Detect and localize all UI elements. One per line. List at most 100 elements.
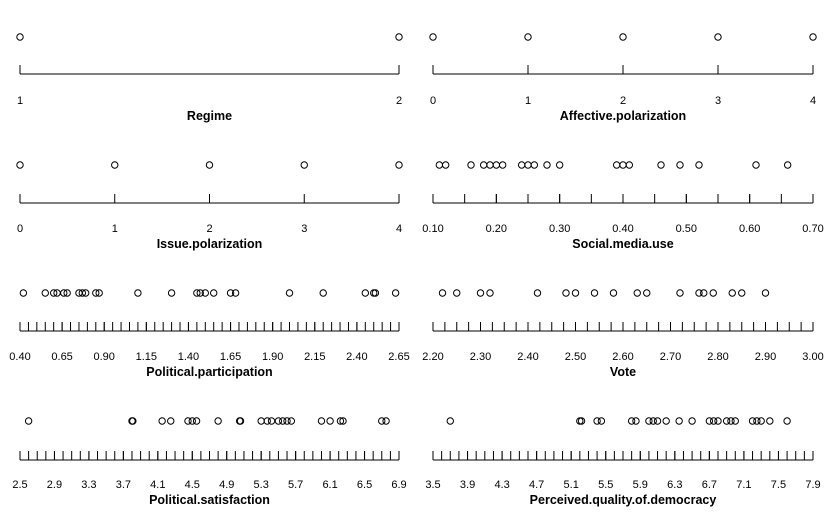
tick-label: 1 xyxy=(17,95,23,107)
tick-label: 2 xyxy=(620,95,626,107)
data-point xyxy=(783,417,791,425)
tick-label: 3.7 xyxy=(116,479,131,491)
tick-label: 2.65 xyxy=(388,351,409,363)
tick-label: 6.3 xyxy=(667,479,682,491)
tick-label: 0.30 xyxy=(549,223,570,235)
axis-title: Social.media.use xyxy=(572,237,673,251)
data-point xyxy=(731,417,739,425)
axis-title: Affective.polarization xyxy=(560,109,686,123)
data-point xyxy=(111,161,119,169)
data-point xyxy=(226,289,235,297)
data-point xyxy=(783,161,792,169)
data-point xyxy=(283,417,291,425)
data-point xyxy=(675,417,683,425)
data-point xyxy=(231,289,240,297)
tick-label: 1 xyxy=(112,223,118,235)
tick-label: 7.9 xyxy=(805,479,820,491)
axis-title: Issue.polarization xyxy=(157,237,263,251)
data-point xyxy=(714,417,722,425)
data-point xyxy=(95,289,103,297)
data-point xyxy=(134,289,142,297)
data-point xyxy=(757,417,765,425)
data-point xyxy=(319,289,327,297)
tick-label: 7.5 xyxy=(771,479,786,491)
tick-label: 0.70 xyxy=(802,223,823,235)
data-point xyxy=(728,289,736,297)
data-point xyxy=(158,417,166,425)
data-point xyxy=(643,289,651,297)
data-point xyxy=(653,417,662,425)
tick-label: 3.00 xyxy=(802,351,823,363)
tick-label: 3.5 xyxy=(425,479,440,491)
tick-label: 3 xyxy=(715,95,721,107)
data-point xyxy=(446,417,454,425)
data-point xyxy=(571,289,580,297)
data-point xyxy=(645,417,653,425)
data-point xyxy=(395,33,403,41)
tick-label: 0.40 xyxy=(612,223,633,235)
data-point xyxy=(19,289,28,297)
tick-label: 2 xyxy=(396,95,402,107)
tick-label: 4 xyxy=(396,223,402,235)
data-point xyxy=(391,289,400,297)
data-point xyxy=(263,417,271,425)
data-point xyxy=(633,289,641,297)
data-point xyxy=(695,289,703,297)
data-point xyxy=(300,161,308,169)
data-point xyxy=(285,289,294,297)
data-point xyxy=(662,417,670,425)
data-point xyxy=(438,289,447,297)
data-point xyxy=(709,289,717,297)
tick-label: 4.1 xyxy=(150,479,165,491)
axis-title: Political.participation xyxy=(146,365,272,379)
tick-label: 1.65 xyxy=(220,351,241,363)
data-point xyxy=(722,417,731,425)
data-point xyxy=(612,161,621,169)
axis-title: Political.satisfaction xyxy=(149,493,270,507)
tick-label: 6.7 xyxy=(702,479,717,491)
data-point xyxy=(336,417,345,425)
data-point xyxy=(267,417,276,425)
data-point xyxy=(676,289,684,297)
data-point xyxy=(748,417,757,425)
tick-label: 2.20 xyxy=(422,351,443,363)
data-point xyxy=(619,161,627,169)
data-point xyxy=(738,289,746,297)
data-point xyxy=(81,289,90,297)
tick-label: 7.1 xyxy=(736,479,751,491)
tick-label: 2.5 xyxy=(12,479,27,491)
data-point xyxy=(184,417,192,425)
data-point xyxy=(649,417,657,425)
axis-title: Perceived.quality.of.democracy xyxy=(530,493,717,507)
tick-label: 6.5 xyxy=(357,479,372,491)
data-point xyxy=(192,417,201,425)
data-point xyxy=(753,417,761,425)
data-point xyxy=(49,289,58,297)
tick-label: 2 xyxy=(206,223,212,235)
data-point xyxy=(60,289,68,297)
tick-label: 6.1 xyxy=(322,479,337,491)
data-point xyxy=(530,161,539,169)
tick-label: 2.60 xyxy=(612,351,633,363)
data-point xyxy=(752,161,760,169)
data-point xyxy=(479,161,488,169)
tick-label: 0.50 xyxy=(676,223,697,235)
tick-label: 4.7 xyxy=(529,479,544,491)
data-point xyxy=(441,161,450,169)
tick-label: 2.90 xyxy=(755,351,776,363)
tick-label: 0.20 xyxy=(486,223,507,235)
axis-title: Vote xyxy=(610,365,636,379)
data-point xyxy=(577,417,586,425)
data-point xyxy=(498,161,507,169)
data-point xyxy=(167,289,176,297)
tick-label: 5.1 xyxy=(564,479,579,491)
data-point xyxy=(766,417,774,425)
tick-label: 3.9 xyxy=(460,479,475,491)
data-point xyxy=(382,417,390,425)
data-point xyxy=(486,161,494,169)
data-point xyxy=(562,289,570,297)
data-point xyxy=(453,289,461,297)
data-point xyxy=(688,417,696,425)
